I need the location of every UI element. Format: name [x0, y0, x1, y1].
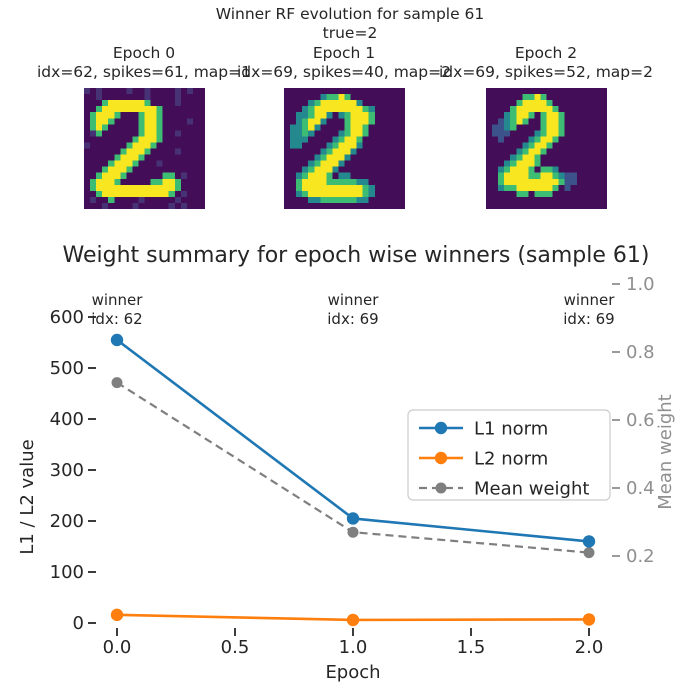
rf-image-epoch-0: [83, 88, 205, 209]
winner-annotation-line2: idx: 69: [327, 310, 378, 328]
x-axis-tick-label: 1.5: [457, 637, 486, 658]
panel-epoch-2-subtitle: idx=69, spikes=52, map=2: [439, 63, 653, 81]
rf-image-epoch-2: [485, 88, 607, 209]
panel-epoch-0-title: Epoch 0: [112, 44, 176, 62]
rf-panel-epoch-1: Epoch 1 idx=69, spikes=40, map=2: [214, 44, 474, 209]
y-axis-right-tick-label: 0.6: [626, 410, 655, 431]
legend-swatch-marker-mean-weight: [435, 482, 447, 494]
x-axis-tick-label: 1.0: [339, 637, 368, 658]
legend-box: [407, 409, 611, 501]
x-axis-tick-label: 0.0: [103, 637, 132, 658]
y-axis-left-tick-label: 100: [50, 562, 84, 583]
y-axis-left-tick-label: 300: [50, 460, 84, 481]
y-axis-left-tick-label: 0: [73, 613, 84, 634]
x-axis-tick-label: 2.0: [575, 637, 604, 658]
figure-title-line2: true=2: [322, 24, 378, 42]
x-axis-tick-label: 0.5: [221, 637, 250, 658]
y-axis-right-tick-label: 1.0: [626, 274, 655, 295]
legend-entry-l2-norm: L2 norm: [474, 449, 548, 470]
panel-epoch-0-subtitle: idx=62, spikes=61, map=1: [37, 63, 251, 81]
winner-annotation-line1: winner: [92, 291, 144, 309]
chart-title: Weight summary for epoch wise winners (s…: [62, 243, 650, 268]
y-axis-left-tick-label: 600: [50, 307, 84, 328]
rf-panel-epoch-2: Epoch 2 idx=69, spikes=52, map=2: [416, 44, 676, 209]
x-axis-label: Epoch: [325, 662, 380, 683]
legend-swatch-marker-l1-norm: [434, 421, 448, 435]
panel-epoch-1-subtitle: idx=69, spikes=40, map=2: [237, 63, 451, 81]
winner-annotation-line2: idx: 69: [563, 310, 614, 328]
y-axis-right-tick-label: 0.4: [626, 478, 655, 499]
series-point-l2-norm: [582, 613, 596, 626]
winner-annotation-line1: winner: [328, 291, 380, 309]
y-axis-right-tick-label: 0.8: [626, 342, 655, 363]
panel-epoch-2-title: Epoch 2: [514, 44, 578, 62]
legend-entry-mean-weight: Mean weight: [474, 479, 589, 500]
y-axis-left-tick-label: 500: [50, 358, 84, 379]
figure-title-line1: Winner RF evolution for sample 61: [215, 5, 485, 23]
y-axis-left-label: L1 / L2 value: [17, 439, 38, 554]
series-point-l2-norm: [110, 608, 124, 622]
winner-annotation-line1: winner: [564, 291, 616, 309]
y-axis-right-label: Mean weight: [655, 394, 676, 509]
series-point-l1-norm: [582, 535, 596, 548]
series-point-l2-norm: [346, 613, 360, 627]
figure-title: Winner RF evolution for sample 61 true=2: [0, 5, 700, 43]
panel-title-block: Epoch 0 idx=62, spikes=61, map=1: [14, 44, 274, 82]
rf-panel-epoch-0: Epoch 0 idx=62, spikes=61, map=1: [14, 44, 274, 209]
series-point-l1-norm: [346, 512, 360, 525]
y-axis-left-tick-label: 400: [50, 409, 84, 430]
series-point-mean-weight: [347, 526, 359, 538]
legend-swatch-marker-l2-norm: [434, 451, 448, 465]
series-point-mean-weight: [111, 377, 123, 389]
panel-epoch-1-title: Epoch 1: [312, 44, 376, 62]
winner-annotation-line2: idx: 62: [91, 310, 142, 328]
rf-image-epoch-1: [283, 88, 405, 209]
panel-title-block: Epoch 1 idx=69, spikes=40, map=2: [214, 44, 474, 82]
series-point-mean-weight: [583, 547, 595, 559]
panel-title-block: Epoch 2 idx=69, spikes=52, map=2: [416, 44, 676, 82]
y-axis-left-tick-label: 200: [50, 511, 84, 532]
legend-entry-l1-norm: L1 norm: [474, 419, 548, 440]
series-point-l1-norm: [110, 333, 124, 347]
y-axis-right-tick-label: 0.2: [626, 546, 655, 567]
